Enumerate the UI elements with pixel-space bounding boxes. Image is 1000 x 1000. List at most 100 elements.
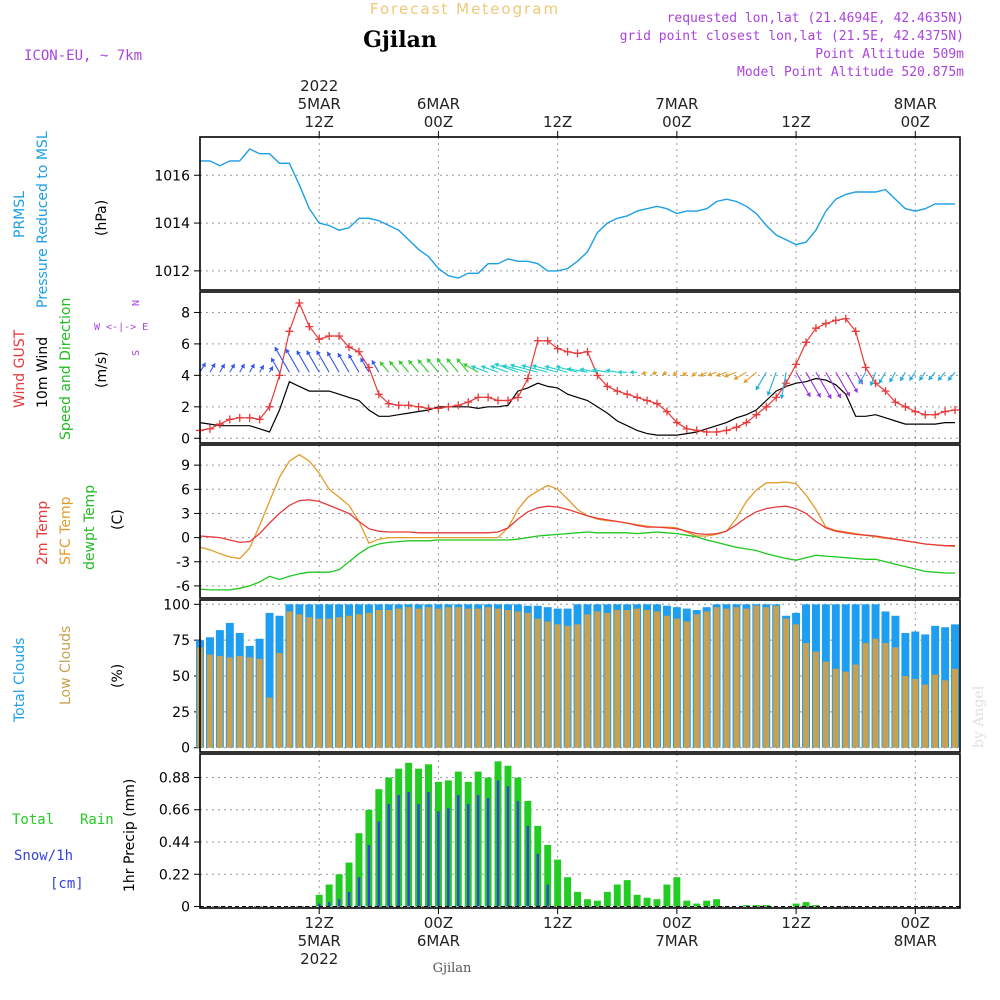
bottom-time-label: 00Z xyxy=(424,914,453,932)
gust-marker xyxy=(255,415,264,424)
wind-arrow-head xyxy=(274,346,279,352)
low-cloud-bar xyxy=(226,657,233,748)
wind-ytick-label: 0 xyxy=(181,431,190,447)
gust-marker xyxy=(523,374,532,383)
wind-direction-arrow xyxy=(825,371,842,399)
wind-border xyxy=(199,291,961,444)
wind-direction-arrow xyxy=(490,364,509,373)
wind-arrow-head xyxy=(662,370,667,376)
gust-marker xyxy=(901,402,910,411)
low-cloud-bar xyxy=(683,621,690,748)
wind-arrow-shaft xyxy=(306,350,320,373)
snow-bar xyxy=(447,808,450,907)
wind-arrow-head xyxy=(481,365,486,370)
wind-direction-arrow xyxy=(651,370,658,376)
wind-label-c: Speed and Direction xyxy=(58,298,74,440)
bottom-time-label: 6MAR xyxy=(417,932,460,950)
wind-arrow-head xyxy=(446,358,452,364)
precip-label-rain: Rain xyxy=(80,812,114,828)
pressure-unit: (hPa) xyxy=(94,200,110,236)
wind-speed-line xyxy=(199,377,955,436)
rain-bar xyxy=(653,899,661,907)
temp-labels: 2m Temp SFC Temp dewpt Temp (C) xyxy=(35,485,126,570)
gust-marker xyxy=(503,396,512,405)
top-time-label: 00Z xyxy=(901,113,930,131)
snow-bar xyxy=(496,780,500,907)
precip-unit: 1hr Precip (mm) xyxy=(122,779,138,892)
low-cloud-bar xyxy=(465,608,472,748)
wind-arrow-head xyxy=(285,348,290,354)
wind-arrow-head xyxy=(733,375,739,380)
low-cloud-bar xyxy=(246,657,253,748)
wind-arrow-head xyxy=(707,371,713,377)
wind-arrow-head xyxy=(682,371,687,377)
top-time-label: 2022 xyxy=(300,77,338,95)
wind-direction-arrow xyxy=(661,370,668,376)
requested-coords: requested lon,lat (21.4694E, 42.4635N) xyxy=(667,11,964,26)
wind-direction-arrow xyxy=(699,371,707,377)
low-cloud-bar xyxy=(435,608,442,748)
snow-bar xyxy=(318,903,321,907)
wind-arrow-head xyxy=(389,361,394,366)
wind-direction-arrow xyxy=(579,367,598,373)
snow-bar xyxy=(427,792,430,907)
low-cloud-bar xyxy=(336,617,343,748)
footer-location: Gjilan xyxy=(433,961,472,976)
wind-arrow-head xyxy=(691,372,697,377)
gust-marker xyxy=(762,402,771,411)
gust-marker xyxy=(692,426,701,435)
low-cloud-bar xyxy=(276,653,283,748)
low-cloud-bar xyxy=(842,671,849,748)
gust-marker xyxy=(841,314,850,323)
gust-marker xyxy=(474,393,483,402)
bottom-time-label: 12Z xyxy=(781,914,810,932)
pressure-labels: PRMSL Pressure Reduced to MSL (hPa) xyxy=(12,131,110,308)
wind-arrow-head xyxy=(210,363,216,369)
cloud-label-b: Low Clouds xyxy=(58,626,74,705)
low-cloud-bar xyxy=(405,607,412,748)
temp-ytick-label: -6 xyxy=(176,579,190,595)
wind-arrow-head xyxy=(250,363,255,369)
gust-marker xyxy=(802,338,811,347)
temp-2m-line xyxy=(199,499,955,547)
wind-direction-arrow xyxy=(835,371,851,397)
low-cloud-bar xyxy=(425,607,432,748)
clouds-border xyxy=(199,599,961,753)
wind-arrow-head xyxy=(379,361,385,367)
gust-marker xyxy=(305,322,314,331)
temp-panel: -6 -3 0 3 6 9 xyxy=(176,444,961,599)
low-cloud-bar xyxy=(952,668,959,748)
wind-arrow-head xyxy=(490,364,496,370)
wind-direction-arrow xyxy=(691,371,698,378)
top-time-label: 00Z xyxy=(424,113,453,131)
wind-direction-arrow xyxy=(296,350,310,373)
precip-border xyxy=(199,753,961,909)
wind-direction-arrow xyxy=(480,365,499,373)
wind-arrow-head xyxy=(724,372,729,378)
wind-direction-arrow xyxy=(592,367,608,373)
low-cloud-bar xyxy=(753,605,760,748)
bottom-time-label: 00Z xyxy=(901,914,930,932)
precip-ytick-label: 0.88 xyxy=(159,770,190,786)
cloud-unit: (%) xyxy=(110,664,126,688)
wind-arrow-shaft xyxy=(805,371,822,398)
low-cloud-bar xyxy=(733,607,740,748)
temp-sfc-line xyxy=(199,453,956,560)
snow-bar xyxy=(417,803,420,907)
wind-arrow-shaft xyxy=(502,364,528,373)
low-cloud-bar xyxy=(554,624,561,748)
snow-bar xyxy=(347,891,351,907)
wind-arrow-head xyxy=(296,350,301,356)
snow-bar xyxy=(437,811,440,907)
wind-direction-arrow xyxy=(805,371,822,398)
wind-arrow-head xyxy=(436,358,442,364)
rain-bar xyxy=(315,894,323,907)
low-cloud-bar xyxy=(316,618,323,748)
wind-label-b: 10m Wind xyxy=(35,337,51,408)
wind-arrow-shaft xyxy=(316,350,330,373)
low-cloud-bar xyxy=(544,621,551,748)
cloud-label-a: Total Clouds xyxy=(12,638,28,723)
gust-marker xyxy=(434,404,443,413)
wind-direction-arrow xyxy=(928,371,936,381)
wind-arrow-head xyxy=(878,378,884,384)
